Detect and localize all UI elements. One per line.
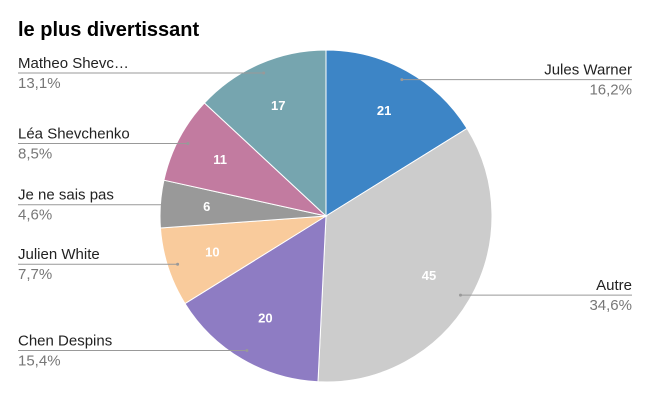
slice-value-label: 11 [213,152,227,167]
pie-slice [163,102,328,217]
pie-slice [184,215,327,383]
slice-value-label: 6 [203,199,210,214]
legend-label: Julien White [18,246,100,263]
pie-slice [203,49,327,218]
percent-label: 34,6% [589,297,632,314]
slice-value-label: 20 [258,310,272,325]
legend-label: Matheo Shevc… [18,55,129,72]
legend-label: Je ne sais pas [18,187,114,204]
leader-dot [400,78,404,82]
leader-dot [262,71,266,75]
percent-label: 15,4% [18,353,61,370]
chart-title: le plus divertissant [18,19,200,41]
slice-value-label: 45 [422,268,436,283]
percent-label: 16,2% [589,82,632,99]
legend-label: Jules Warner [544,62,632,79]
percent-label: 13,1% [18,75,61,92]
leader-dot [186,141,190,145]
slice-value-label: 17 [271,98,285,113]
pie-slice [325,49,468,217]
legend-label: Autre [596,277,632,294]
leader-dot [168,203,172,207]
leader-dot [459,293,463,297]
percent-label: 4,6% [18,207,52,224]
slice-value-label: 10 [205,244,219,259]
legend-label: Léa Shevchenko [18,125,130,142]
slice-value-label: 21 [377,103,391,118]
pie-slice [317,127,493,383]
percent-label: 7,7% [18,266,52,283]
leader-dot [176,262,180,266]
percent-label: 8,5% [18,145,52,162]
leader-dot [245,349,249,353]
legend-label: Chen Despins [18,333,112,350]
